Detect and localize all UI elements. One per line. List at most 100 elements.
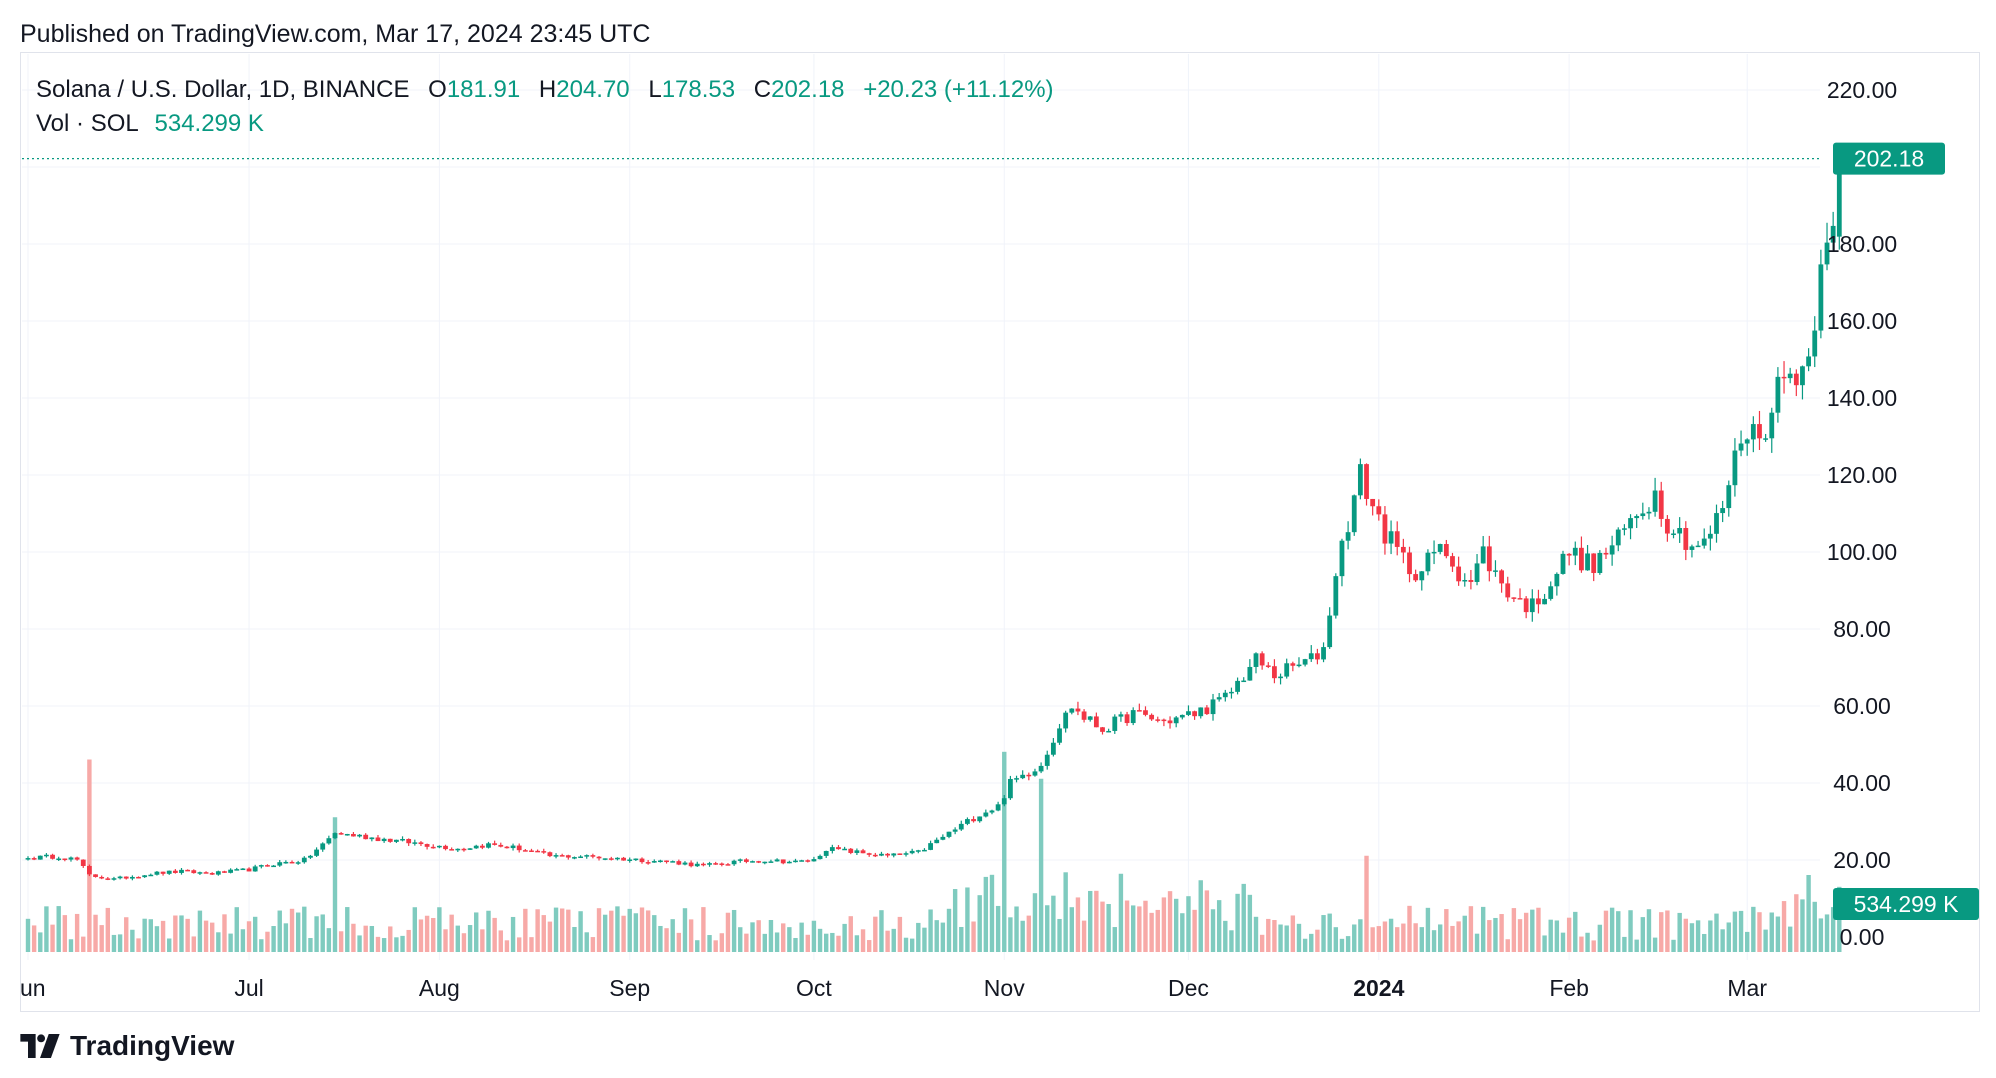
candle-body xyxy=(1186,711,1191,715)
volume-bar xyxy=(130,929,135,952)
volume-bar xyxy=(1235,893,1240,952)
candle-body xyxy=(522,850,528,852)
candle-body xyxy=(1032,771,1038,776)
volume-bar xyxy=(474,912,479,952)
candle-body xyxy=(602,858,608,860)
volume-bar xyxy=(302,906,307,952)
volume-bar xyxy=(1173,898,1179,952)
x-tick-label: Feb xyxy=(1549,975,1589,1001)
volume-bar xyxy=(320,914,325,952)
candle-body xyxy=(1419,571,1425,581)
volume-bar xyxy=(1364,855,1369,952)
candle-body xyxy=(977,816,983,822)
candle-body xyxy=(989,810,995,813)
candle-body xyxy=(1087,716,1093,720)
volume-bar xyxy=(1511,908,1517,952)
volume-bar xyxy=(627,908,632,952)
candle-body xyxy=(1204,707,1210,715)
open-label: O xyxy=(428,76,447,103)
candle-body xyxy=(584,855,590,857)
candle-body xyxy=(105,878,111,880)
candle-body xyxy=(565,855,571,858)
volume-bar xyxy=(787,927,792,952)
volume-bar xyxy=(1548,919,1553,952)
volume-bar xyxy=(1358,919,1363,952)
volume-bar xyxy=(1695,920,1701,952)
volume-bar xyxy=(234,907,239,952)
candle-body xyxy=(940,836,946,840)
candle-body xyxy=(774,859,780,862)
candle-body xyxy=(443,845,448,850)
candle-body xyxy=(694,863,700,867)
volume-bar xyxy=(31,925,37,952)
candle-body xyxy=(209,873,215,875)
close-value: 202.18 xyxy=(771,76,845,103)
candle-body xyxy=(172,870,178,873)
volume-bar xyxy=(774,932,780,952)
high-value: 204.70 xyxy=(556,76,630,103)
volume-bar xyxy=(87,759,92,952)
candle-body xyxy=(430,846,436,849)
volume-bar xyxy=(1720,929,1725,952)
volume-bar xyxy=(1708,920,1713,952)
x-tick-label: un xyxy=(20,975,46,1001)
volume-bar xyxy=(363,925,368,952)
volume-bar xyxy=(216,932,221,952)
candle-body xyxy=(707,863,712,865)
volume-bar xyxy=(842,923,847,952)
volume-label: Vol · SOL xyxy=(36,110,138,137)
volume-bar xyxy=(1210,909,1216,952)
volume-bar xyxy=(369,926,375,952)
y-tick-label: 0.00 xyxy=(1840,924,1885,950)
candle-body xyxy=(166,870,172,874)
candle-body xyxy=(148,874,154,877)
candle-body xyxy=(1100,727,1105,732)
candle-body xyxy=(363,834,369,840)
volume-bar xyxy=(1376,926,1381,952)
candle-body xyxy=(1554,573,1560,587)
volume-bar xyxy=(977,895,982,952)
candle-body xyxy=(1216,697,1222,700)
volume-bar xyxy=(1517,919,1523,952)
candle-body xyxy=(915,850,921,852)
candle-body xyxy=(983,812,989,817)
candle-body xyxy=(811,859,817,862)
volume-bar xyxy=(799,922,804,952)
candle-body xyxy=(1020,774,1026,779)
volume-bar xyxy=(1345,936,1351,952)
tradingview-logo[interactable]: TradingView xyxy=(20,1030,234,1062)
volume-bar xyxy=(1327,913,1332,952)
candle-body xyxy=(351,833,356,837)
candle-body xyxy=(62,858,68,861)
candle-body xyxy=(1394,531,1400,547)
volume-bar xyxy=(983,876,989,952)
candle-body xyxy=(1677,528,1683,534)
volume-bar xyxy=(1321,915,1326,952)
candle-body xyxy=(338,833,344,835)
volume-bar xyxy=(731,909,737,952)
candle-body xyxy=(1210,699,1216,715)
candle-body xyxy=(234,869,240,871)
candle-body xyxy=(1357,464,1363,496)
candle-body xyxy=(1278,676,1283,679)
y-tick-label: 80.00 xyxy=(1833,616,1891,642)
candle-body xyxy=(590,855,596,857)
candle-body xyxy=(1818,264,1824,331)
candle-body xyxy=(756,861,762,863)
volume-bar xyxy=(713,940,718,952)
volume-bar xyxy=(756,920,761,952)
volume-bar xyxy=(1794,894,1799,952)
volume-bar xyxy=(1585,932,1590,952)
candle-body xyxy=(1536,598,1541,605)
candle-body xyxy=(1646,511,1652,514)
volume-bar xyxy=(916,922,921,952)
volume-bar xyxy=(1628,910,1633,952)
volume-bar xyxy=(351,923,356,952)
volume-bar xyxy=(590,937,596,952)
volume-bar xyxy=(1339,938,1345,952)
candle-body xyxy=(1192,711,1197,717)
candle-body xyxy=(1272,666,1277,679)
volume-bar xyxy=(817,928,823,952)
candle-body xyxy=(1572,547,1578,556)
